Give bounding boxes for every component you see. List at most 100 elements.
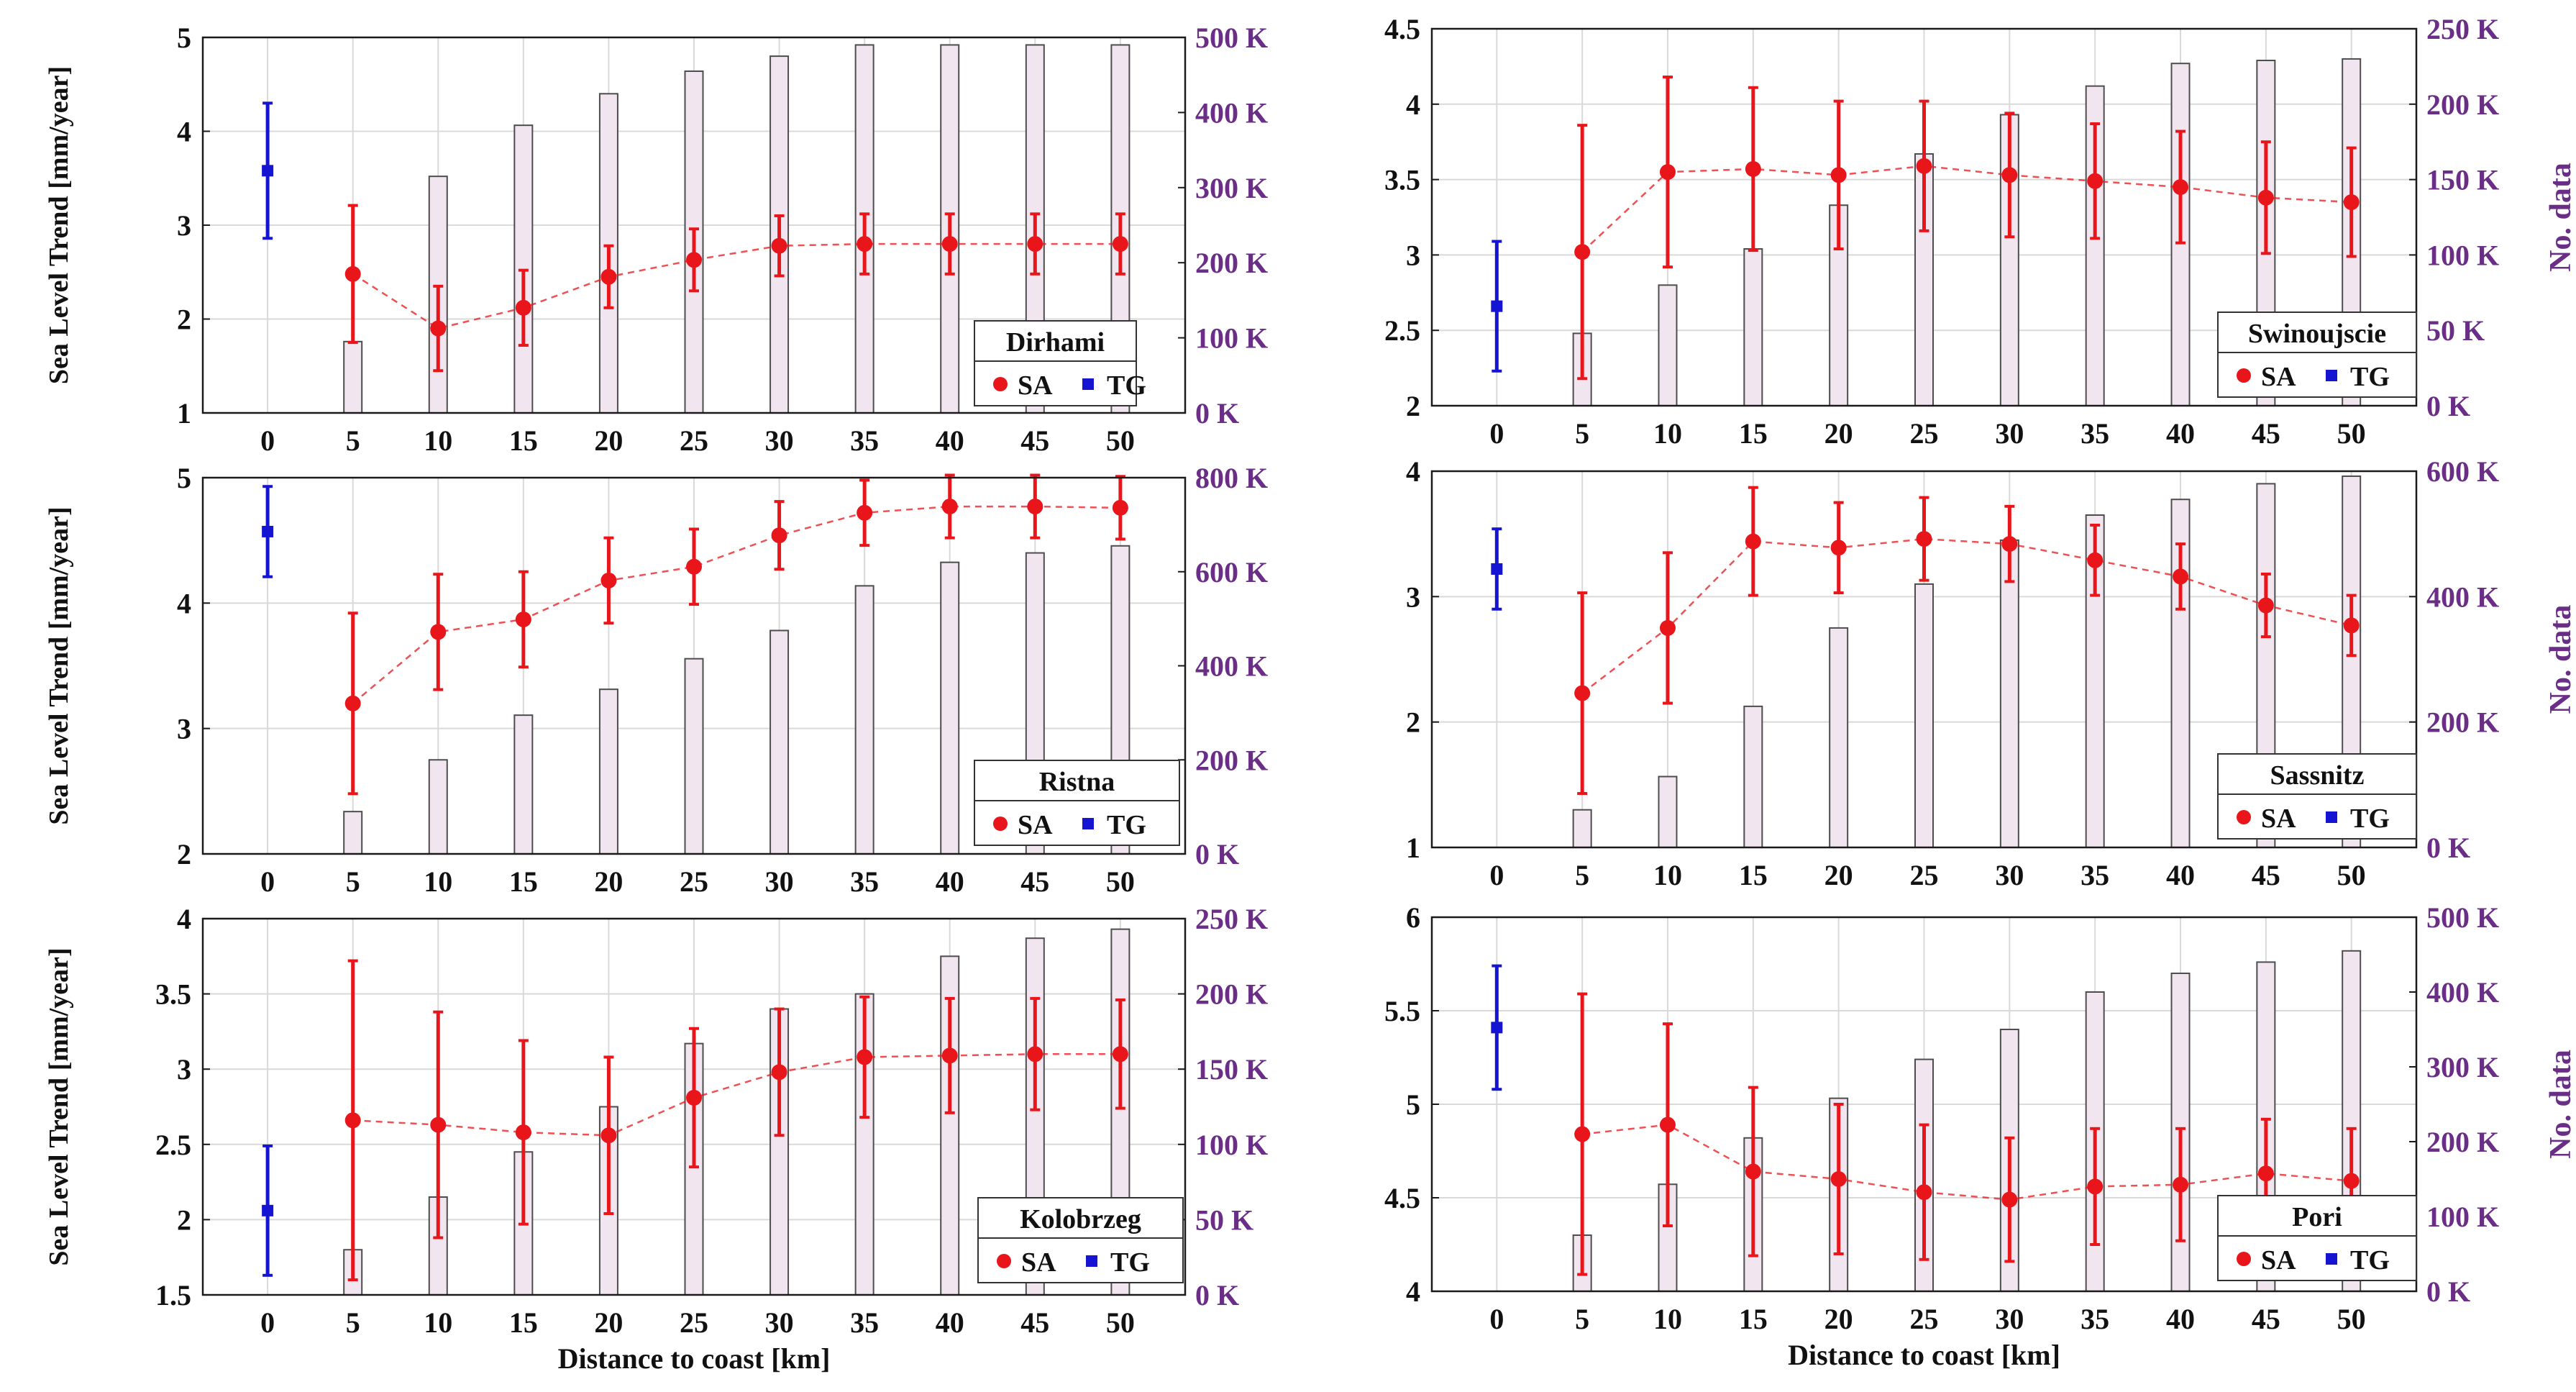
- legend-box: [977, 1197, 1184, 1283]
- y-tick-label: 4: [177, 903, 191, 935]
- x-tick-label: 10: [1653, 417, 1682, 450]
- y2-tick-label: 300 K: [2426, 1051, 2499, 1083]
- count-bar: [1743, 705, 1763, 848]
- legend-box: [2217, 1195, 2417, 1281]
- legend: Swinoujscie SA TG: [2217, 311, 2417, 398]
- x-tick-label: 25: [680, 865, 708, 898]
- x-tick-label: 45: [1020, 424, 1049, 457]
- count-bar: [1658, 284, 1678, 406]
- y2-tick-label: 400 K: [1195, 650, 1268, 683]
- tg-point: [262, 1204, 274, 1216]
- x-tick-label: 30: [765, 1306, 794, 1339]
- y-tick-label: 2.5: [1384, 314, 1420, 347]
- y2-tick-label: 0 K: [1195, 838, 1239, 870]
- sa-point: [430, 624, 447, 640]
- x-tick-label: 35: [850, 865, 879, 898]
- sa-point: [2087, 1178, 2104, 1195]
- y2-tick-label: 500 K: [1195, 22, 1268, 54]
- y-tick-label: 3: [177, 1053, 191, 1086]
- x-tick-label: 15: [1739, 859, 1768, 891]
- y2-tick-label: 200 K: [2426, 1126, 2499, 1158]
- x-tick-label: 20: [1824, 1303, 1853, 1335]
- x-tick-label: 10: [424, 424, 452, 457]
- tg-point: [262, 525, 274, 537]
- sa-point: [2173, 179, 2189, 196]
- legend-box: [2217, 311, 2417, 398]
- sa-point: [1830, 167, 1847, 183]
- y2-tick-label: 50 K: [1195, 1204, 1253, 1236]
- sa-point: [1745, 533, 1761, 550]
- sa-point: [1112, 1046, 1128, 1063]
- y2-tick-label: 500 K: [2426, 901, 2499, 934]
- x-tick-label: 5: [1575, 417, 1589, 450]
- legend-sa-label: SA: [1021, 1247, 1056, 1278]
- sa-point: [515, 1124, 531, 1141]
- x-tick-label: 30: [1995, 1303, 2024, 1335]
- legend-sa-label: SA: [1018, 370, 1053, 401]
- y-tick-label: 2: [177, 1204, 191, 1236]
- y2-tick-label: 0 K: [2426, 390, 2470, 422]
- x-tick-label: 5: [346, 1306, 360, 1339]
- count-bar: [854, 585, 874, 855]
- count-bar: [1743, 248, 1763, 406]
- y2-tick-label: 600 K: [1195, 556, 1268, 588]
- sa-trend-line: [352, 1053, 1120, 1137]
- y2-tick-label: 200 K: [2426, 88, 2499, 121]
- x-tick-label: 50: [2337, 1303, 2366, 1335]
- y2-tick-label: 400 K: [1195, 96, 1268, 129]
- x-tick-label: 30: [1995, 859, 2024, 891]
- y-tick-label: 2: [1406, 390, 1420, 422]
- legend-tg-label: TG: [1110, 1247, 1150, 1278]
- y-tick-label: 2: [177, 838, 191, 870]
- x-tick-label: 0: [260, 1306, 275, 1339]
- x-tick-label: 50: [1106, 1306, 1135, 1339]
- count-bar: [684, 658, 704, 855]
- legend-box: [974, 320, 1137, 406]
- sa-point: [857, 1049, 873, 1065]
- y-axis-label: Sea Level Trend [mm/year]: [44, 66, 74, 384]
- x-tick-label: 15: [509, 1306, 538, 1339]
- sa-point: [2257, 189, 2274, 206]
- sa-point: [515, 611, 531, 627]
- sa-point: [771, 237, 787, 254]
- y-tick-label: 2.5: [155, 1129, 191, 1161]
- axes-frame: [1430, 27, 2418, 407]
- legend-sa-label: SA: [2261, 804, 2296, 834]
- x-tick-label: 15: [509, 424, 538, 457]
- legend-tg-label: TG: [1107, 810, 1146, 840]
- sa-point: [344, 1112, 361, 1129]
- tg-point: [262, 165, 274, 177]
- legend-title: Dirhami: [1006, 327, 1105, 358]
- count-bar: [1999, 539, 2019, 849]
- y2-tick-label: 50 K: [2426, 314, 2485, 347]
- y2-tick-label: 100 K: [2426, 1201, 2499, 1233]
- x-tick-label: 45: [2252, 1303, 2280, 1335]
- legend-tg-label: TG: [1107, 370, 1146, 401]
- x-tick-label: 50: [2337, 859, 2366, 891]
- x-tick-label: 50: [1106, 424, 1135, 457]
- y2-tick-label: 100 K: [2426, 239, 2499, 271]
- x-tick-label: 30: [765, 424, 794, 457]
- count-bar: [769, 629, 790, 855]
- chart-panel-sassnitz: 1 2 3 4 0 K 200 K 400 K 600 K 0 5 10 15 20 25 30 35 40 45…: [1406, 455, 2576, 891]
- axes-frame: [1430, 470, 2418, 849]
- x-tick-label: 10: [424, 865, 452, 898]
- x-tick-label: 40: [936, 1306, 964, 1339]
- x-tick-label: 10: [1653, 1303, 1682, 1335]
- x-tick-label: 45: [2252, 417, 2280, 450]
- sa-point: [600, 572, 617, 588]
- sa-point: [1916, 1184, 1932, 1201]
- sa-point: [430, 320, 447, 337]
- sa-point: [1745, 1163, 1761, 1180]
- legend-tg-label: TG: [2350, 804, 2390, 834]
- legend-tg-marker: [1086, 1255, 1097, 1267]
- y-tick-label: 1: [177, 397, 191, 429]
- x-tick-label: 10: [424, 1306, 452, 1339]
- count-bar: [1658, 775, 1678, 849]
- x-tick-label: 20: [594, 1306, 623, 1339]
- y2-tick-label: 800 K: [1195, 462, 1268, 494]
- x-axis-label: Distance to coast [km]: [558, 1342, 831, 1375]
- legend-title: Sassnitz: [2270, 760, 2365, 791]
- y-tick-label: 3: [1406, 581, 1420, 613]
